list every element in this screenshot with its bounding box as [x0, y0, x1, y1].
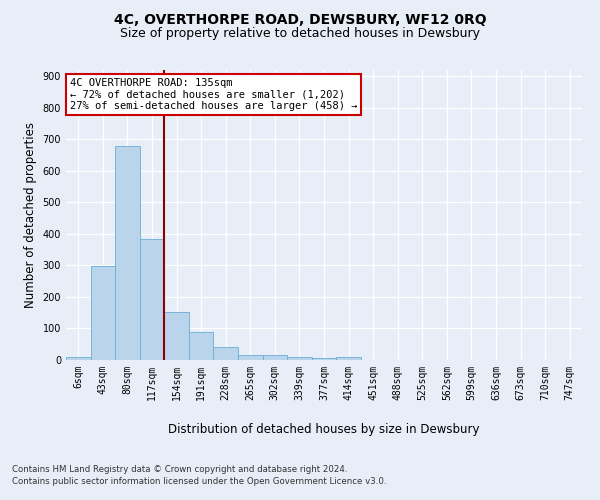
- Bar: [189, 332, 214, 360]
- Text: Size of property relative to detached houses in Dewsbury: Size of property relative to detached ho…: [120, 28, 480, 40]
- Text: Contains HM Land Registry data © Crown copyright and database right 2024.: Contains HM Land Registry data © Crown c…: [12, 465, 347, 474]
- Bar: [336, 358, 361, 360]
- Text: Contains public sector information licensed under the Open Government Licence v3: Contains public sector information licen…: [12, 478, 386, 486]
- Bar: [287, 357, 312, 360]
- Bar: [214, 347, 238, 360]
- Bar: [312, 358, 336, 360]
- Text: 4C OVERTHORPE ROAD: 135sqm
← 72% of detached houses are smaller (1,202)
27% of s: 4C OVERTHORPE ROAD: 135sqm ← 72% of deta…: [70, 78, 357, 111]
- Bar: [238, 354, 263, 360]
- Text: 4C, OVERTHORPE ROAD, DEWSBURY, WF12 0RQ: 4C, OVERTHORPE ROAD, DEWSBURY, WF12 0RQ: [113, 12, 487, 26]
- Bar: [263, 355, 287, 360]
- Bar: [66, 357, 91, 360]
- Bar: [164, 312, 189, 360]
- Y-axis label: Number of detached properties: Number of detached properties: [24, 122, 37, 308]
- Bar: [140, 240, 164, 360]
- Text: Distribution of detached houses by size in Dewsbury: Distribution of detached houses by size …: [168, 422, 480, 436]
- Bar: [91, 266, 115, 360]
- Bar: [115, 146, 140, 360]
